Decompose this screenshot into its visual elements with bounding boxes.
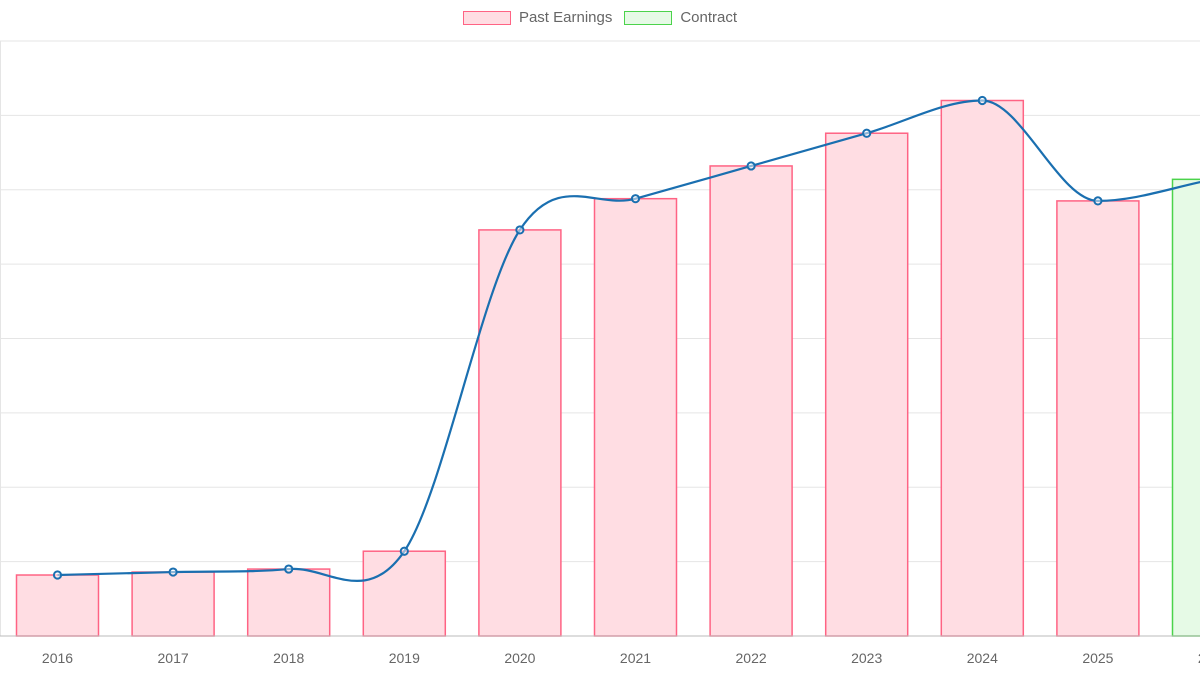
trend-point-2021[interactable] bbox=[630, 194, 641, 204]
trend-point-2018[interactable] bbox=[284, 564, 294, 574]
x-tick-label-2020: 2020 bbox=[504, 650, 535, 666]
bar-contract-2026[interactable] bbox=[1171, 178, 1200, 637]
x-tick-label-2024: 2024 bbox=[967, 650, 998, 666]
trend-point-2017[interactable] bbox=[168, 567, 178, 577]
legend-swatch-past-earnings bbox=[462, 10, 511, 25]
legend: Past Earnings Contract bbox=[0, 9, 1200, 26]
x-tick-label-2022: 2022 bbox=[736, 650, 767, 666]
x-tick-label-2025: 2025 bbox=[1082, 650, 1113, 666]
legend-label-contract: Contract bbox=[680, 9, 738, 26]
x-tick-label-2018: 2018 bbox=[273, 650, 304, 666]
legend-label-past-earnings: Past Earnings bbox=[518, 9, 613, 26]
x-tick-label-2021: 2021 bbox=[620, 650, 651, 666]
trend-point-2016[interactable] bbox=[52, 570, 63, 580]
bar-past-earnings-2024[interactable] bbox=[940, 99, 1025, 637]
legend-swatch-contract bbox=[624, 10, 673, 25]
x-tick-label-2017: 2017 bbox=[158, 650, 189, 666]
bar-past-earnings-2017[interactable] bbox=[131, 571, 215, 637]
bars bbox=[15, 99, 1200, 637]
trend-point-2023[interactable] bbox=[862, 128, 872, 138]
trend-point-2020[interactable] bbox=[515, 225, 525, 235]
bar-past-earnings-2020[interactable] bbox=[478, 229, 562, 637]
trend-point-2019[interactable] bbox=[399, 546, 409, 556]
trend-point-2024[interactable] bbox=[977, 95, 987, 106]
bar-past-earnings-2016[interactable] bbox=[15, 574, 100, 637]
x-tick-label-2016: 2016 bbox=[42, 650, 73, 666]
x-tick-label-2023: 2023 bbox=[851, 650, 882, 666]
bar-past-earnings-2023[interactable] bbox=[824, 132, 909, 637]
trend-point-2025[interactable] bbox=[1093, 196, 1103, 206]
bar-past-earnings-2019[interactable] bbox=[362, 550, 447, 637]
legend-item-contract[interactable]: Contract bbox=[624, 9, 737, 26]
bar-past-earnings-2022[interactable] bbox=[709, 165, 793, 637]
x-tick-label-2019: 2019 bbox=[389, 650, 420, 666]
trend-line bbox=[57, 99, 1200, 582]
x-tick-label-2026: 2026 bbox=[1198, 650, 1200, 666]
bar-past-earnings-2018[interactable] bbox=[246, 568, 331, 637]
trend-point-2022[interactable] bbox=[746, 161, 756, 171]
bar-past-earnings-2021[interactable] bbox=[593, 197, 678, 637]
x-axis-ticks: 2016 2017 2018 2019 2020 2021 2022 2023 2024 2025… bbox=[42, 650, 1200, 666]
bar-past-earnings-2025[interactable] bbox=[1056, 200, 1140, 637]
legend-item-past-earnings[interactable]: Past Earnings bbox=[462, 9, 613, 26]
